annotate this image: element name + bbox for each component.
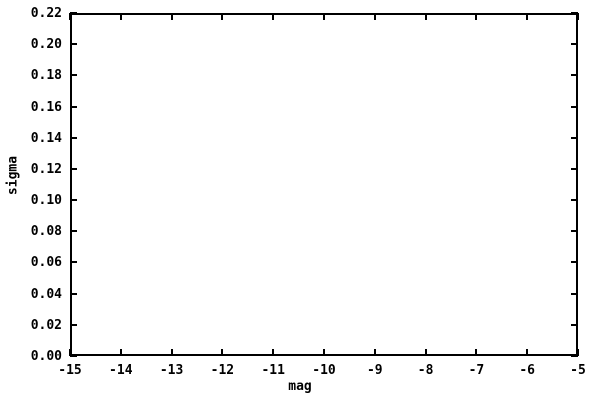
y-tick-mark <box>571 12 578 14</box>
y-tick-mark <box>571 261 578 264</box>
y-tick-mark <box>70 105 77 108</box>
x-tick-mark <box>170 349 173 356</box>
y-axis-title: sigma <box>5 155 21 196</box>
x-tick-mark <box>119 349 122 356</box>
y-tick-mark <box>70 43 77 46</box>
x-tick-mark <box>323 349 325 356</box>
y-tick-mark <box>70 199 77 202</box>
y-tick-label: 0.16 <box>30 99 62 115</box>
y-tick-mark <box>70 74 77 77</box>
y-tick-label: 0.08 <box>30 224 62 240</box>
x-tick-mark <box>577 349 579 356</box>
x-tick-mark <box>577 13 579 20</box>
y-tick-mark <box>571 105 578 108</box>
x-tick-label: -11 <box>261 363 285 378</box>
x-tick-label: -6 <box>519 363 536 378</box>
y-tick-mark <box>70 230 77 233</box>
x-tick-mark <box>272 349 275 356</box>
y-tick-mark <box>70 355 77 357</box>
x-tick-label: -12 <box>210 363 235 378</box>
y-tick-label: 0.02 <box>30 317 62 333</box>
y-tick-mark <box>571 355 578 357</box>
y-tick-label: 0.22 <box>30 6 62 21</box>
x-tick-mark <box>373 349 376 356</box>
y-tick-mark <box>70 261 77 264</box>
x-tick-mark <box>373 13 376 20</box>
x-axis-title: mag <box>288 379 312 394</box>
x-tick-mark <box>526 349 529 356</box>
x-tick-label: -7 <box>468 363 485 378</box>
y-tick-mark <box>571 43 578 46</box>
x-tick-mark <box>323 13 325 20</box>
x-tick-mark <box>424 13 427 20</box>
x-tick-mark <box>69 349 71 356</box>
y-tick-mark <box>571 199 578 202</box>
y-tick-mark <box>571 323 578 326</box>
y-tick-label: 0.14 <box>30 130 62 146</box>
x-tick-label: -14 <box>109 363 133 378</box>
y-tick-mark <box>571 230 578 233</box>
y-tick-mark <box>571 136 578 139</box>
x-tick-label: -10 <box>312 363 336 378</box>
x-tick-label: -13 <box>159 363 184 378</box>
x-tick-mark <box>221 13 224 20</box>
y-tick-mark <box>571 292 578 295</box>
x-tick-mark <box>69 13 71 20</box>
x-tick-mark <box>119 13 122 20</box>
y-tick-mark <box>571 167 578 170</box>
y-tick-mark <box>70 292 77 295</box>
y-tick-label: 0.00 <box>30 349 62 364</box>
x-tick-mark <box>272 13 275 20</box>
y-tick-label: 0.06 <box>30 255 62 271</box>
x-tick-label: -5 <box>570 363 586 378</box>
y-tick-mark <box>70 12 77 14</box>
y-tick-label: 0.18 <box>30 68 62 84</box>
x-tick-mark <box>221 349 224 356</box>
x-tick-label: -15 <box>58 363 82 378</box>
x-tick-mark <box>424 349 427 356</box>
y-tick-label: 0.10 <box>30 193 62 209</box>
y-tick-mark <box>70 136 77 139</box>
y-tick-mark <box>70 167 77 170</box>
x-tick-label: -9 <box>366 363 383 378</box>
x-tick-mark <box>475 13 478 20</box>
x-tick-label: -8 <box>417 363 434 378</box>
y-tick-mark <box>70 323 77 326</box>
plot-frame <box>70 13 578 356</box>
x-tick-mark <box>526 13 529 20</box>
x-tick-mark <box>170 13 173 20</box>
y-tick-mark <box>571 74 578 77</box>
y-tick-label: 0.12 <box>30 161 62 177</box>
x-tick-mark <box>475 349 478 356</box>
y-tick-label: 0.04 <box>30 286 62 302</box>
y-tick-label: 0.20 <box>30 37 62 53</box>
